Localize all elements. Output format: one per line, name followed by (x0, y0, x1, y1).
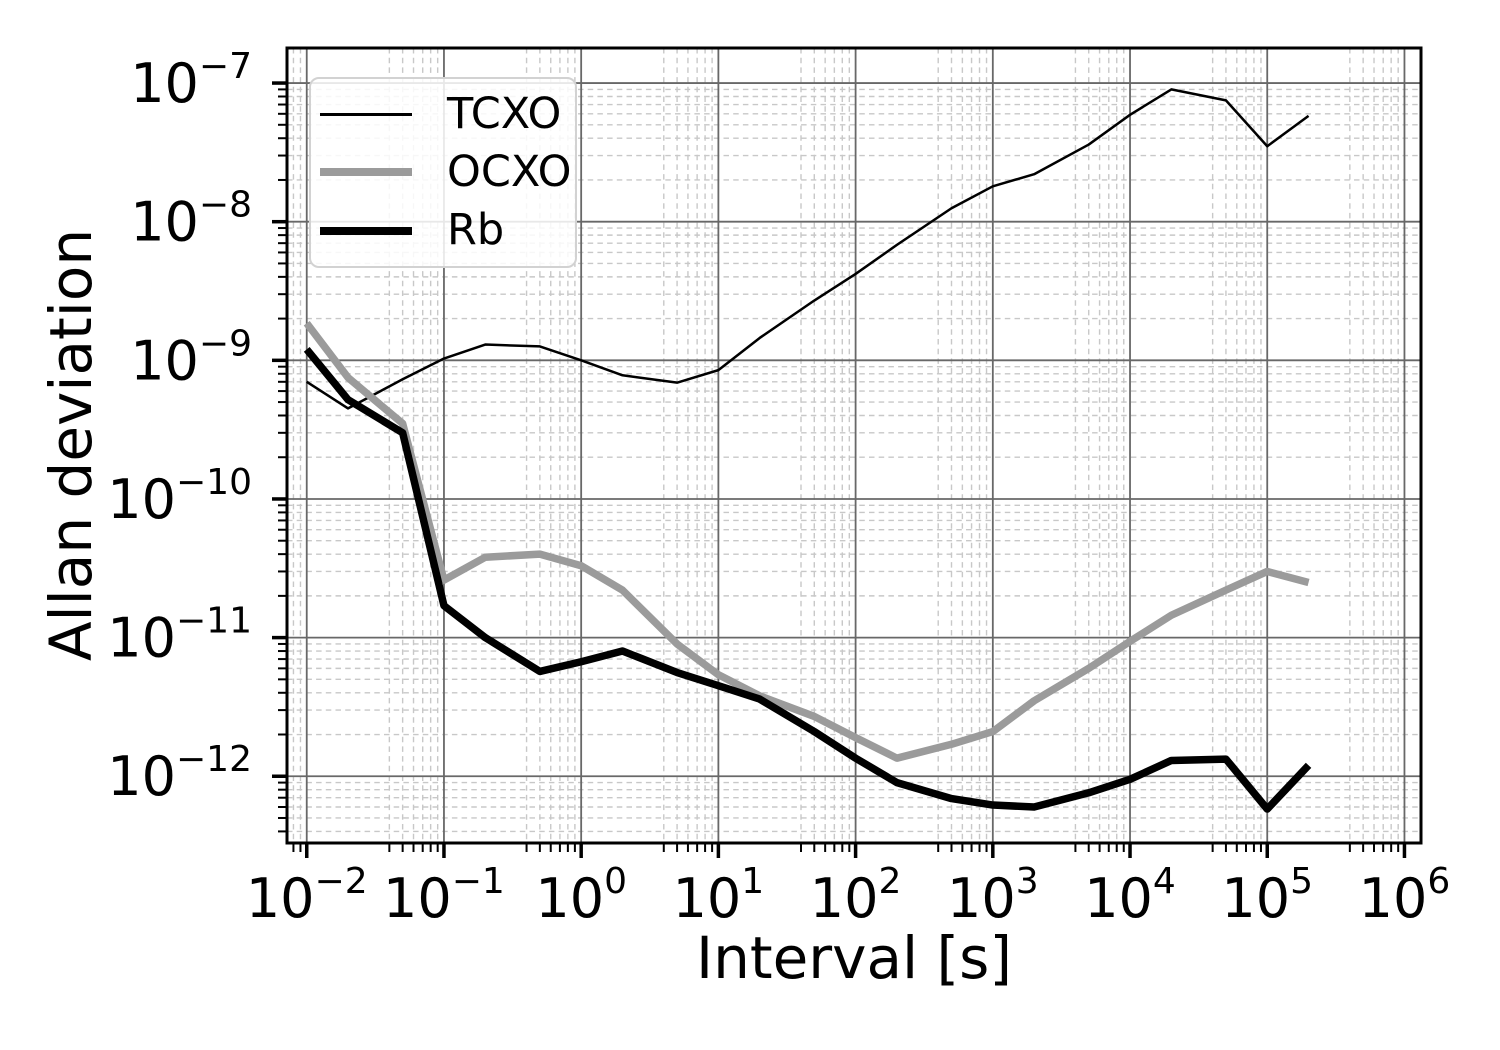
y-axis-label: Allan deviation (37, 228, 105, 662)
x-tick-label-1e-1: 10−1 (383, 861, 505, 930)
legend-label-tcxo: TCXO (447, 88, 562, 139)
series-line-ocxo (303, 321, 1310, 762)
grid-minor (287, 48, 1421, 843)
x-tick-label-1e1: 101 (673, 861, 765, 930)
plot-border (285, 46, 1423, 845)
legend: TCXO OCXO Rb (309, 77, 577, 268)
legend-item-ocxo: OCXO (320, 146, 572, 197)
series-line-rb (303, 346, 1312, 813)
x-tick-label-1e0: 100 (535, 861, 627, 930)
y-tick-labels: 10−7 10−8 10−9 10−10 10−11 10−12 (107, 46, 252, 808)
x-tick-label-1e-2: 10−2 (246, 861, 368, 930)
y-tick-label-1e-11: 10−11 (107, 601, 252, 670)
y-tick-label-1e-10: 10−10 (107, 462, 252, 531)
tcxo-line-sample (320, 112, 412, 116)
y-tick-label-1e-9: 10−9 (130, 323, 252, 392)
legend-item-tcxo: TCXO (320, 88, 569, 139)
x-axis-label: Interval [s] (695, 924, 1013, 992)
x-tick-label-1e6: 106 (1359, 861, 1451, 930)
legend-label-rb: Rb (447, 205, 505, 256)
y-tick-label-1e-7: 10−7 (130, 46, 252, 115)
x-tick-label-1e2: 102 (810, 861, 902, 930)
ocxo-line-sample (320, 168, 412, 177)
y-tick-label-1e-8: 10−8 (130, 185, 252, 254)
rb-line-sample (320, 226, 412, 235)
axis-ticks (272, 81, 1407, 858)
series-lines (303, 88, 1312, 813)
x-tick-label-1e3: 103 (947, 861, 1039, 930)
x-tick-label-1e4: 104 (1084, 861, 1176, 930)
grid-major (287, 48, 1421, 843)
legend-item-rb: Rb (320, 209, 569, 252)
y-tick-label-1e-12: 10−12 (107, 739, 252, 808)
x-tick-labels: 10−2 10−1 100 101 102 103 104 105 106 (246, 861, 1450, 930)
series-line-tcxo (306, 88, 1310, 410)
x-tick-label-1e5: 105 (1221, 861, 1313, 930)
legend-label-ocxo: OCXO (447, 146, 572, 197)
